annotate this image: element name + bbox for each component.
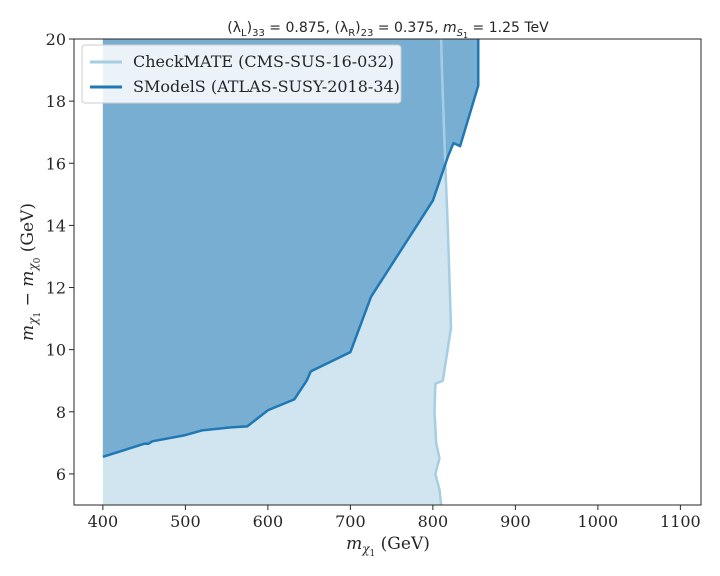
legend: CheckMATE (CMS-SUS-16-032) SModelS (ATLA… bbox=[81, 44, 402, 104]
plot-area bbox=[102, 39, 480, 505]
y-tick-label: 14 bbox=[46, 216, 66, 235]
smodels-boundary-line bbox=[102, 39, 480, 459]
chart-title: (λL)33 = 0.875, (λR)23 = 0.375, mS1 = 1.… bbox=[227, 20, 549, 40]
y-tick-label: 16 bbox=[46, 154, 66, 173]
y-tick-label: 10 bbox=[46, 341, 66, 360]
x-tick-label: 700 bbox=[335, 512, 366, 531]
x-tick-label: 800 bbox=[418, 512, 449, 531]
x-tick-label: 900 bbox=[500, 512, 531, 531]
y-tick-label: 8 bbox=[56, 403, 66, 422]
x-tick-label: 600 bbox=[253, 512, 284, 531]
smodels-excluded-region bbox=[102, 39, 479, 457]
y-tick-label: 6 bbox=[56, 465, 66, 484]
x-tick-label: 1100 bbox=[660, 512, 701, 531]
x-tick-label: 400 bbox=[88, 512, 119, 531]
legend-frame bbox=[81, 44, 402, 104]
plot-frame bbox=[73, 38, 702, 506]
x-tick-label: 1000 bbox=[578, 512, 619, 531]
x-axis-label: mχ1 (GeV) bbox=[346, 534, 430, 559]
x-tick-label: 500 bbox=[170, 512, 201, 531]
legend-label-smodels: SModelS (ATLAS-SUSY-2018-34) bbox=[133, 77, 400, 96]
y-tick-label: 18 bbox=[46, 92, 66, 111]
legend-label-checkmate: CheckMATE (CMS-SUS-16-032) bbox=[133, 52, 394, 71]
y-axis-label: mχ1 − mχ0 (GeV) bbox=[18, 203, 43, 341]
y-tick-label: 12 bbox=[46, 279, 66, 298]
axes: 400 500 600 700 800 900 1000 1100 6 8 10 12 14 16 18 20 bbox=[46, 30, 702, 531]
y-tick-label: 20 bbox=[46, 30, 66, 49]
